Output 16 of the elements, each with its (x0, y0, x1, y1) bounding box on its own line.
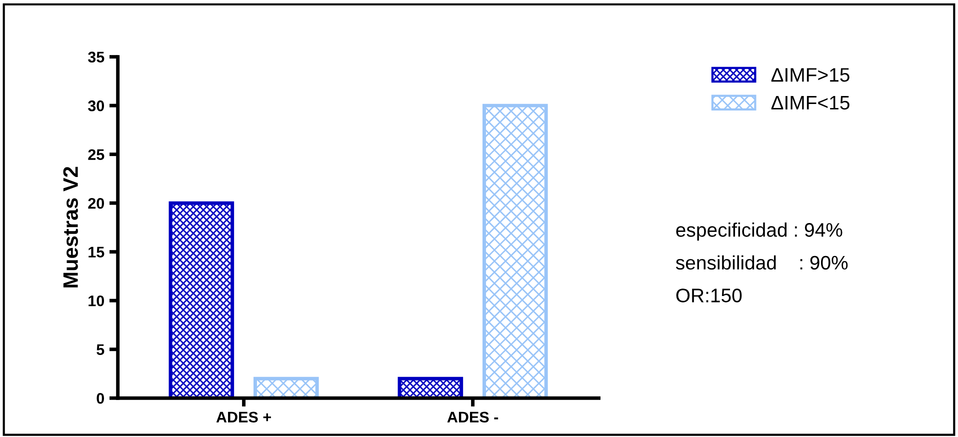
y-axis-title: Muestras V2 (63, 166, 78, 288)
y-tick-label: 30 (88, 100, 104, 112)
text: sensibilidad : 90% (676, 255, 848, 270)
y-tick-label: 35 (88, 52, 104, 63)
y-tick-label: 10 (88, 295, 104, 306)
legend-label: ΔIMF>15 (771, 68, 850, 82)
x-tick-label: ADES - (447, 412, 498, 423)
text: especificidad : 94% (676, 222, 842, 241)
y-tick-label: 5 (96, 344, 104, 356)
y-tick-label: 15 (88, 246, 104, 258)
y-tick-label: 25 (88, 149, 104, 160)
y-tick-label: 20 (88, 198, 104, 209)
y-tick-label: 0 (96, 392, 104, 404)
text: OR:150 (676, 288, 742, 302)
legend-label: ΔIMF<15 (771, 96, 850, 110)
x-tick-label: ADES + (216, 412, 271, 423)
